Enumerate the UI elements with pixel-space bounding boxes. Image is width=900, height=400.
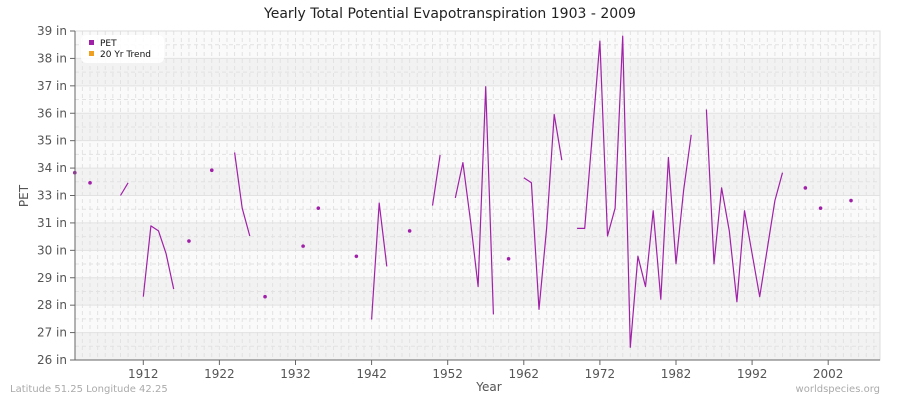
data-point [187,239,191,243]
y-tick-label: 28 in [37,298,67,312]
data-line-segment [577,35,692,348]
data-line-segment [705,109,784,303]
legend-pet-swatch [89,40,94,45]
y-tick-label: 29 in [37,271,67,285]
legend-box [81,35,164,63]
legend-pet-label: PET [100,39,117,49]
x-tick-label: 1962 [509,367,540,381]
x-tick-label: 1942 [356,367,387,381]
data-line-segment [454,86,494,315]
x-tick-label: 1922 [204,367,235,381]
data-line-segment [523,113,563,310]
legend-trend-label: 20 Yr Trend [100,50,151,60]
x-tick-label: 1972 [585,367,616,381]
legend-trend-swatch [89,51,94,56]
data-point [263,294,267,299]
y-tick-label: 36 in [37,106,67,120]
x-tick-label: 1912 [128,367,159,381]
data-line-segment [142,225,175,297]
data-line-segment [371,202,388,320]
y-tick-label: 31 in [37,216,67,230]
y-tick-label: 30 in [37,243,67,257]
y-tick-label: 35 in [37,134,67,148]
x-axis-title: Year [475,380,501,394]
x-tick-label: 1982 [661,367,692,381]
y-tick-label: 27 in [37,326,67,340]
pet-series [73,35,853,348]
data-point [407,229,412,233]
data-point [301,244,305,248]
data-point [849,198,853,203]
x-tick-label: 1932 [280,367,311,381]
data-point [209,168,214,172]
chart-title: Yearly Total Potential Evapotranspiratio… [264,6,636,22]
data-line-segment [234,152,251,237]
source-caption: worldspecies.org [795,384,880,395]
x-tick-label: 1952 [432,367,463,381]
data-line-segment [431,154,441,206]
x-tick-label: 2002 [813,367,844,381]
data-point [354,254,359,259]
x-axis-ticks: 1912 1922 1932 1942 1952 1962 1972 1982 1992 2002 [128,360,843,381]
data-point [818,206,823,210]
x-tick-label: 1992 [737,367,768,381]
y-tick-label: 37 in [37,79,67,93]
y-tick-label: 34 in [37,161,67,175]
y-axis-ticks: 39 in 38 in 37 in 36 in 35 in 34 in 33 in 31 in… [37,24,75,367]
data-point [88,181,92,185]
y-tick-label: 39 in [37,24,67,38]
y-tick-label: 38 in [37,51,67,65]
data-point [316,206,321,210]
data-point [506,256,511,261]
y-axis-title: PET [17,184,31,207]
legend: PET 20 Yr Trend [81,35,164,63]
data-line-segment [119,182,129,196]
y-tick-label: 33 in [37,189,67,203]
location-caption: Latitude 51.25 Longitude 42.25 [10,384,168,395]
y-tick-label: 26 in [37,353,67,367]
data-point [803,186,808,190]
